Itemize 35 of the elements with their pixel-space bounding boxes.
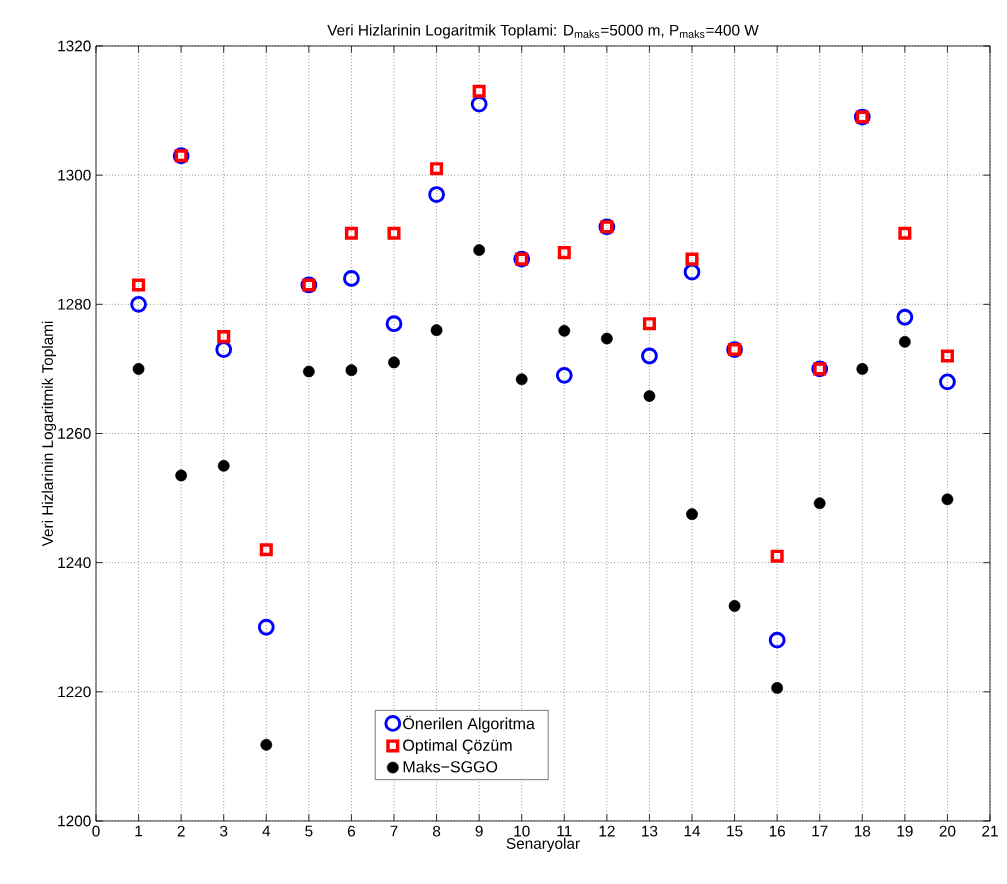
x-tick-label: 10 (514, 825, 530, 837)
y-tick-label: 1220 (58, 686, 91, 698)
x-tick-label: 20 (939, 825, 956, 837)
x-tick-label: 0 (92, 825, 100, 837)
x-tick-label: 18 (854, 825, 871, 837)
legend-label: Önerilen Algoritma (403, 715, 535, 733)
x-tick-label: 9 (475, 825, 483, 837)
legend-label: Optimal Çözüm (403, 739, 512, 755)
y-tick-label: 1320 (58, 40, 91, 52)
x-tick-label: 2 (177, 825, 185, 837)
x-tick-label: 5 (305, 825, 313, 837)
x-tick-label: 12 (599, 825, 615, 837)
x-tick-label: 6 (347, 825, 356, 837)
x-axis-title: Senaryolar (506, 837, 580, 852)
chart-title: Veri Hizlarinin Logaritmik Toplami: D$_{maks}$=5000 m, P$_{maks}$=400 W (327, 24, 759, 39)
x-tick-label: 7 (390, 825, 398, 837)
x-tick-label: 11 (557, 825, 572, 837)
y-tick-label: 1280 (58, 298, 91, 310)
x-tick-label: 3 (220, 825, 228, 837)
x-tick-label: 13 (642, 825, 658, 837)
legend-label: Maks−SGGO (403, 760, 498, 773)
x-tick-label: 8 (432, 825, 441, 837)
x-tick-label: 19 (897, 825, 913, 837)
y-tick-label: 1240 (58, 557, 91, 569)
x-tick-label: 4 (262, 825, 271, 837)
x-tick-label: 15 (727, 825, 743, 837)
y-axis-title: Veri Hizlarinin Logaritmik Toplami (41, 321, 57, 547)
y-tick-label: 1300 (58, 169, 91, 181)
x-tick-label: 21 (982, 825, 998, 837)
x-tick-label: 17 (812, 825, 828, 837)
x-tick-label: 16 (769, 825, 785, 837)
y-tick-label: 1260 (58, 428, 91, 439)
y-tick-label: 1200 (58, 815, 91, 827)
x-tick-label: 14 (684, 825, 701, 837)
x-tick-label: 1 (135, 825, 143, 837)
